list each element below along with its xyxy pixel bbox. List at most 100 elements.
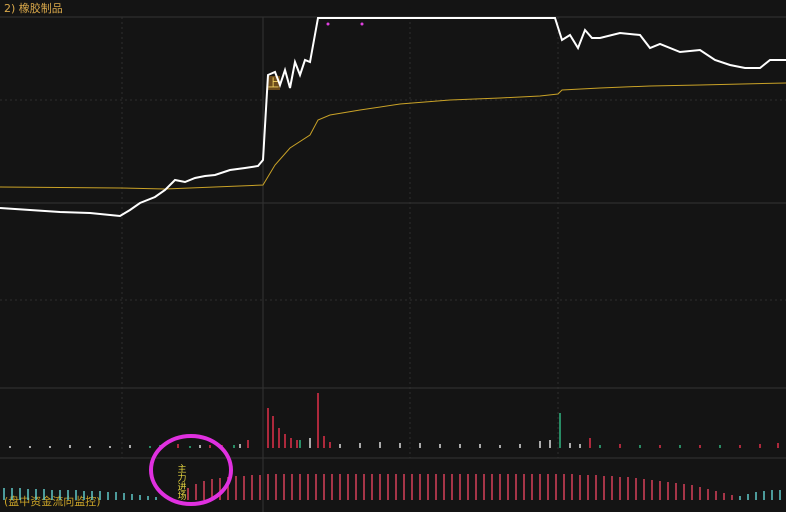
indicator-bar: [491, 474, 493, 500]
indicator-bar: [427, 474, 429, 500]
volume-bar: [309, 438, 311, 448]
indicator-bar: [83, 491, 85, 500]
indicator-bar: [331, 474, 333, 500]
volume-bar: [759, 444, 761, 448]
indicator-bar: [499, 474, 501, 500]
marker-box: [267, 76, 280, 90]
indicator-bar: [387, 474, 389, 500]
indicator-bar: [707, 489, 709, 500]
volume-bar: [278, 428, 280, 448]
average-line: [0, 82, 786, 190]
volume-bar: [323, 436, 325, 448]
volume-bar: [619, 444, 621, 448]
indicator-bar: [91, 491, 93, 500]
indicator-bar: [291, 474, 293, 500]
indicator-bar: [139, 495, 141, 500]
indicator-bar: [619, 477, 621, 500]
volume-bar: [329, 442, 331, 448]
indicator-bar: [3, 488, 5, 500]
indicator-bar: [643, 479, 645, 500]
volume-bar: [399, 443, 401, 448]
volume-bar: [559, 413, 561, 448]
volume-bar: [129, 445, 131, 448]
marker-label: 上: [268, 77, 279, 90]
volume-bar: [589, 438, 591, 448]
volume-bar: [233, 445, 235, 448]
highlight-circle: [149, 434, 233, 506]
indicator-bar: [627, 477, 629, 500]
volume-bar: [479, 444, 481, 448]
volume-bar: [199, 445, 201, 448]
price-line: [0, 17, 786, 218]
indicator-bar: [371, 474, 373, 500]
volume-bar: [290, 438, 292, 448]
volume-bar: [679, 445, 681, 448]
indicator-bar: [539, 474, 541, 500]
indicator-bar: [131, 494, 133, 500]
indicator-bar: [459, 474, 461, 500]
indicator-bar: [515, 474, 517, 500]
indicator-bar: [675, 483, 677, 500]
volume-bar: [439, 444, 441, 448]
indicator-bar: [323, 474, 325, 500]
volume-bar: [89, 446, 91, 448]
volume-bar: [519, 444, 521, 448]
volume-bar: [189, 446, 191, 448]
indicator-bar: [411, 474, 413, 500]
indicator-bar: [683, 484, 685, 500]
indicator-bar: [451, 474, 453, 500]
volume-bar: [149, 446, 151, 448]
indicator-bar: [723, 493, 725, 500]
volume-bar: [177, 444, 179, 448]
indicator-bar: [579, 475, 581, 500]
volume-bar: [267, 408, 269, 448]
indicator-bar: [699, 487, 701, 500]
indicator-bar: [203, 481, 205, 500]
indicator-bar: [283, 474, 285, 500]
indicator-bar: [771, 490, 773, 500]
volume-bar: [419, 443, 421, 448]
volume-bar: [29, 446, 31, 448]
indicator-bar: [275, 474, 277, 500]
indicator-bar: [259, 475, 261, 500]
volume-bar: [539, 441, 541, 448]
indicator-bar: [363, 474, 365, 500]
indicator-bar: [563, 474, 565, 500]
indicator-bar: [99, 491, 101, 500]
indicator-bar: [747, 494, 749, 500]
grid: [0, 16, 786, 512]
indicator-bar: [587, 475, 589, 500]
indicator-bar: [779, 490, 781, 500]
volume-bar: [379, 442, 381, 448]
volume-bar: [209, 445, 211, 448]
indicator-bar: [603, 476, 605, 500]
volume-bar: [579, 444, 581, 448]
indicator-bar: [51, 490, 53, 500]
volume-bar: [284, 434, 286, 448]
indicator-bar: [667, 482, 669, 500]
indicator-bar: [355, 474, 357, 500]
volume-bar: [272, 416, 274, 448]
volume-bar: [569, 443, 571, 448]
volume-bar: [699, 445, 701, 448]
indicator-bar: [235, 476, 237, 500]
indicator-bar: [67, 490, 69, 500]
indicator-bar: [651, 480, 653, 500]
volume-bar: [109, 446, 111, 448]
volume-bar: [299, 440, 301, 448]
indicator-bar: [35, 489, 37, 500]
indicator-bar: [763, 491, 765, 500]
indicator-bar: [155, 497, 157, 500]
volume-bar: [317, 393, 319, 448]
indicator-bar: [227, 477, 229, 500]
indicator-bar: [755, 492, 757, 500]
indicator-bar: [123, 493, 125, 500]
indicator-bar: [195, 484, 197, 500]
volume-bar: [239, 444, 241, 448]
indicator-bar: [219, 478, 221, 500]
indicator-bar: [299, 474, 301, 500]
indicator-bar: [475, 474, 477, 500]
indicator-bar: [43, 489, 45, 500]
indicator-bar: [347, 474, 349, 500]
